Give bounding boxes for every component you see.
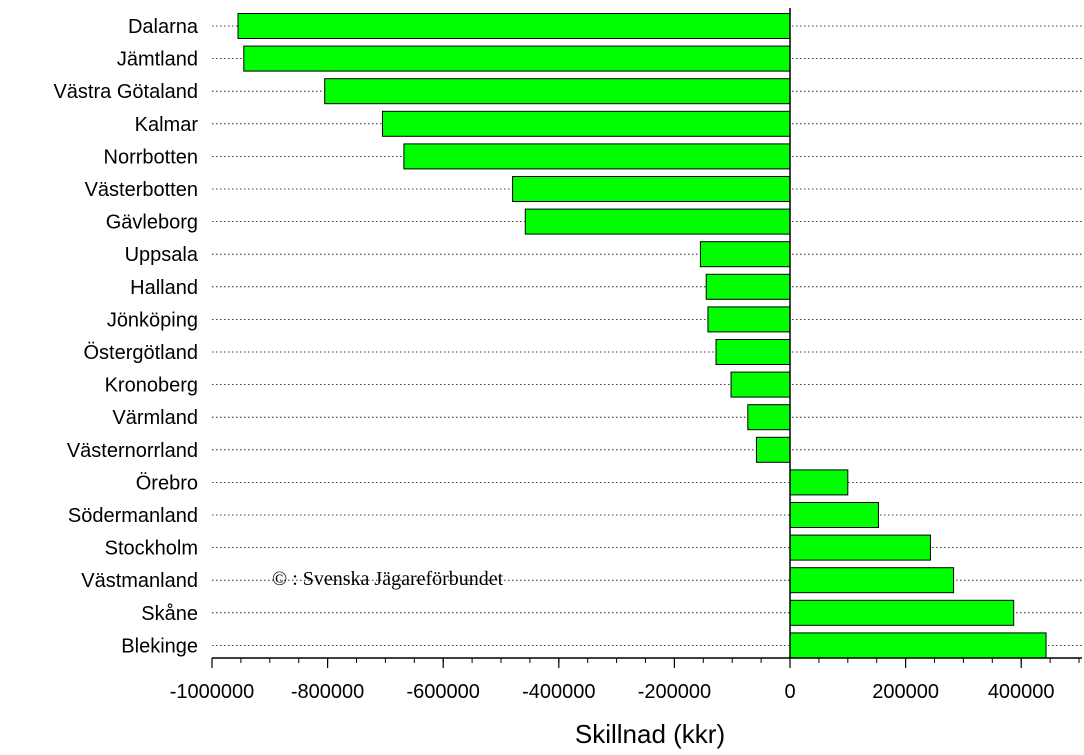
category-label: Värmland <box>112 407 198 429</box>
bar <box>730 371 791 398</box>
x-axis-title: Skillnad (kkr) <box>575 719 725 749</box>
bar <box>715 339 791 365</box>
category-label: Östergötland <box>83 342 198 364</box>
bar <box>789 534 931 561</box>
tick-label: 0 <box>784 681 795 703</box>
bar <box>747 404 791 431</box>
category-label: Västerbotten <box>85 179 198 201</box>
bar <box>699 241 791 268</box>
category-label: Kronoberg <box>105 375 198 397</box>
bar <box>243 45 791 72</box>
tick-label: -400000 <box>522 681 595 703</box>
category-label: Norrbotten <box>104 146 199 168</box>
bar <box>512 176 791 202</box>
bar <box>789 599 1015 626</box>
bar <box>382 110 791 137</box>
tick-label: -200000 <box>638 681 711 703</box>
category-label: Skåne <box>141 603 198 625</box>
watermark-text: © : Svenska Jägareförbundet <box>272 568 504 590</box>
tick-label: -800000 <box>291 681 364 703</box>
category-label: Jämtland <box>117 49 198 71</box>
bar <box>789 632 1047 659</box>
tick-label: -600000 <box>406 681 479 703</box>
category-label: Stockholm <box>105 538 198 560</box>
bar <box>789 502 879 528</box>
tick-label: 400000 <box>988 681 1055 703</box>
bar <box>403 143 791 170</box>
tick-label: 200000 <box>872 681 939 703</box>
bar <box>789 567 955 594</box>
category-labels: Dalarna Jämtland Västra Götaland Kalmar Norr… <box>53 16 198 657</box>
category-label: Gävleborg <box>106 212 198 234</box>
category-label: Södermanland <box>68 505 198 527</box>
category-label: Dalarna <box>128 16 199 38</box>
tick-label: -1000000 <box>170 681 255 703</box>
bar <box>789 469 849 496</box>
bar <box>524 208 791 235</box>
bar <box>705 273 791 300</box>
x-axis: -1000000 -800000 -600000 -400000 -200000 0 200… <box>170 8 1082 703</box>
category-label: Västernorrland <box>67 440 198 462</box>
category-label: Västmanland <box>81 570 198 592</box>
bar <box>707 306 791 333</box>
category-label: Uppsala <box>125 244 199 266</box>
category-label: Örebro <box>136 472 198 494</box>
bar <box>324 78 791 105</box>
bar <box>755 436 791 463</box>
category-label: Jönköping <box>107 309 198 331</box>
category-label: Blekinge <box>121 635 198 657</box>
category-label: Halland <box>130 277 198 299</box>
category-label: Kalmar <box>135 114 199 136</box>
bars <box>237 13 1047 659</box>
category-label: Västra Götaland <box>53 81 198 103</box>
bar <box>237 13 791 39</box>
